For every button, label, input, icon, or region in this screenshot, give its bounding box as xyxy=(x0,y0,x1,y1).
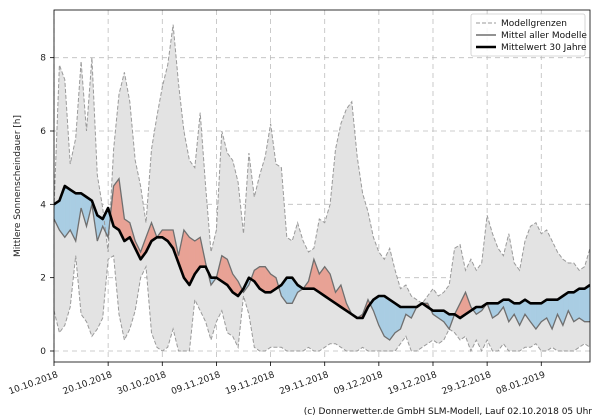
credit-text: (c) Donnerwetter.de GmbH SLM-Modell, Lau… xyxy=(304,407,593,417)
diff-fill-48 xyxy=(286,277,293,304)
y-tick-label-1: 2 xyxy=(40,274,46,284)
y-tick-label-4: 8 xyxy=(40,54,46,64)
legend: Modellgrenzen Mittel aller Modelle Mitte… xyxy=(470,13,587,57)
legend-mean-label: Mittel aller Modelle xyxy=(501,31,587,41)
upper-bound-line xyxy=(54,24,590,304)
y-tick-label-0: 0 xyxy=(40,347,46,357)
y-axis-label: Mittlere Sonnenscheindauer [h] xyxy=(13,115,23,257)
diff-fill-2 xyxy=(64,185,71,238)
diff-fill-106 xyxy=(584,284,590,322)
x-tick-label-3: 09.11.2018 xyxy=(170,370,222,397)
model-mean-line xyxy=(54,177,590,341)
diff-fill-105 xyxy=(578,288,585,323)
x-tick-label-4: 19.11.2018 xyxy=(224,370,276,397)
y-tick-label-3: 6 xyxy=(40,127,46,137)
x-tick-label-0: 10.10.2018 xyxy=(8,370,60,397)
legend-climate-label: Mittelwert 30 Jahre xyxy=(501,43,587,53)
diff-fill-104 xyxy=(573,288,580,323)
y-tick-label-2: 4 xyxy=(40,200,46,210)
y-axis-ticks: 0 2 4 6 8 xyxy=(40,54,54,357)
legend-box xyxy=(470,13,586,57)
x-tick-label-8: 29.12.2018 xyxy=(441,370,493,397)
lower-bound-line xyxy=(54,254,590,353)
series-lines xyxy=(54,24,590,353)
x-tick-label-2: 30.10.2018 xyxy=(116,370,168,397)
x-tick-label-7: 19.12.2018 xyxy=(387,370,439,397)
plot-frame xyxy=(53,9,591,363)
diff-fill-12 xyxy=(113,178,120,231)
x-tick-label-9: 08.01.2019 xyxy=(495,370,547,397)
climate-mean-line xyxy=(54,184,590,320)
diff-fill-67 xyxy=(384,295,390,341)
x-tick-label-1: 20.10.2018 xyxy=(62,370,114,397)
legend-bounds-label: Modellgrenzen xyxy=(501,19,567,29)
x-tick-label-6: 09.12.2018 xyxy=(332,370,384,397)
x-tick-label-5: 29.11.2018 xyxy=(278,370,330,397)
x-axis-ticks: 10.10.2018 20.10.2018 30.10.2018 09.11.2018… xyxy=(8,362,547,397)
